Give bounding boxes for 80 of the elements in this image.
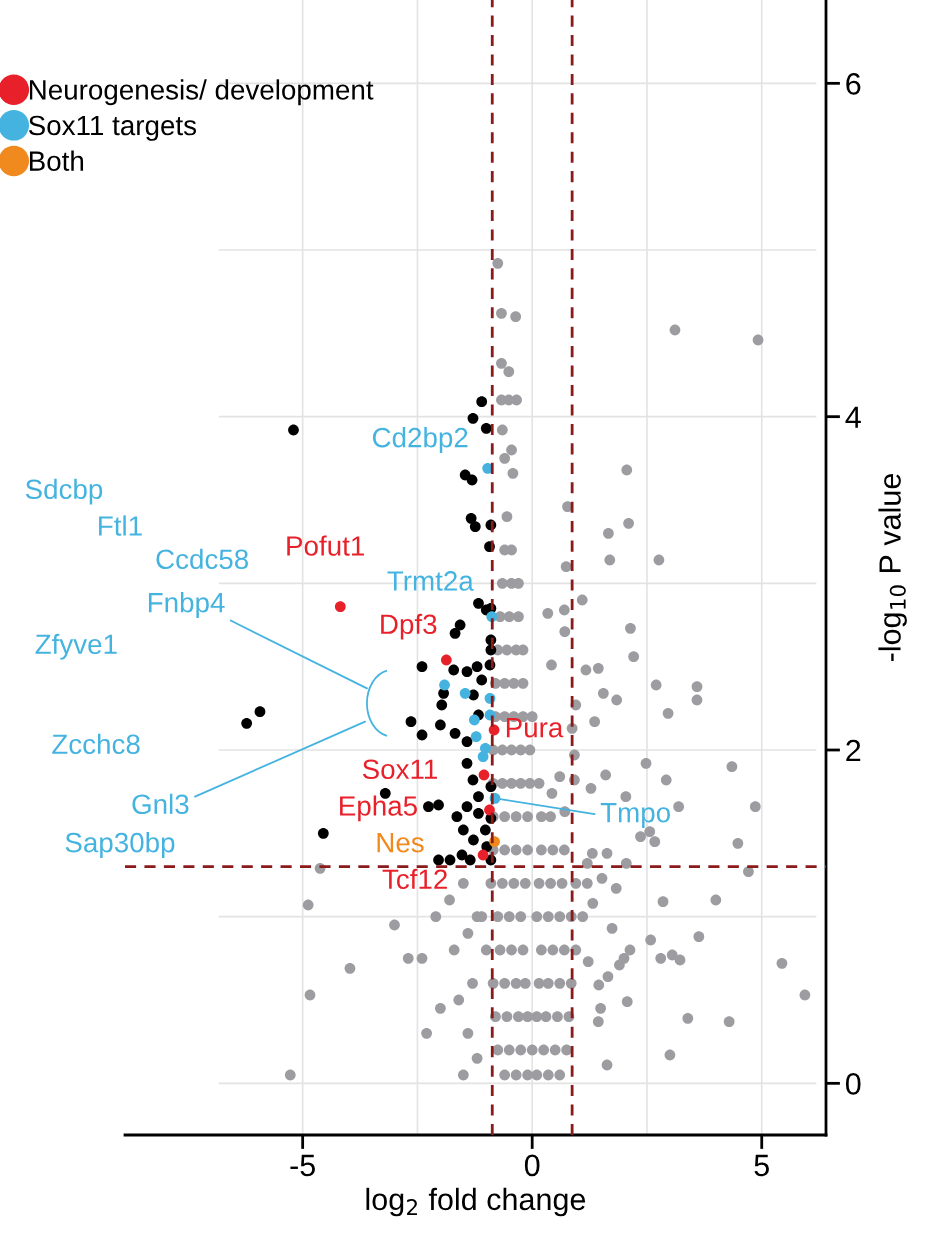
legend-label: Neurogenesis/ development [29, 79, 374, 106]
annotation: Ftl1 [99, 515, 142, 536]
point [405, 716, 417, 728]
annotation: Epha5 [340, 795, 417, 822]
point [436, 699, 448, 711]
annotation: Pofut1 [287, 535, 364, 556]
x-tick-label: 0 [524, 1154, 540, 1177]
point [435, 719, 446, 731]
y-tick-label: 4 [845, 406, 861, 428]
point [471, 661, 483, 673]
y-tick-label: 2 [846, 739, 861, 762]
y-tick-label: 0 [845, 1073, 861, 1095]
point [440, 654, 452, 666]
point [479, 824, 491, 836]
point [416, 661, 428, 673]
point [470, 731, 482, 743]
point [469, 521, 481, 533]
annotation: Trmt2a [387, 571, 474, 591]
point [454, 619, 466, 631]
annotation: Tmpo [600, 803, 670, 828]
text: Zfyve1 [35, 633, 117, 660]
point [448, 664, 460, 676]
point [456, 849, 468, 861]
point [444, 854, 456, 866]
point [449, 627, 461, 639]
annotation: Fnbp4 [148, 592, 225, 618]
point [254, 706, 266, 718]
annotation: Pura [506, 718, 564, 738]
point [288, 424, 299, 436]
point [423, 801, 434, 813]
point [468, 714, 480, 726]
point [464, 854, 476, 866]
point [433, 799, 444, 811]
point [465, 512, 477, 524]
point [461, 801, 473, 813]
point [461, 736, 473, 748]
text: Sdcbp [25, 478, 103, 505]
annotation: Sap30bp [65, 832, 175, 858]
point [478, 769, 490, 781]
point [477, 751, 489, 763]
point [334, 601, 346, 613]
point [439, 679, 450, 691]
annotation: Gnl3 [132, 793, 189, 815]
annotation: Sox11 [362, 759, 437, 780]
point [488, 724, 500, 736]
point [473, 597, 484, 609]
legend-label: Sox11 targets [28, 115, 197, 141]
point [476, 396, 488, 408]
annotation: Zcchc8 [52, 733, 140, 755]
point [480, 422, 492, 434]
annotation: Tcf12 [382, 868, 447, 890]
x-axis-title: log$_{2}$ fold change [366, 1187, 586, 1217]
point [476, 674, 488, 686]
x-tick-label: 5 [754, 1154, 769, 1177]
x-tick-label: -5 [290, 1154, 315, 1177]
point [467, 412, 479, 424]
annotation: Dpf3 [381, 613, 437, 640]
annotation: Ccdc58 [156, 548, 249, 570]
point [461, 757, 473, 769]
point [461, 666, 473, 678]
point [449, 727, 461, 739]
legend-label: Both [29, 150, 84, 171]
point [468, 834, 479, 846]
point [466, 474, 478, 486]
point [477, 849, 489, 861]
point [451, 811, 463, 823]
point [484, 804, 495, 816]
annotation: Nes [377, 833, 424, 853]
point [457, 824, 469, 836]
point [473, 791, 484, 803]
point [241, 717, 253, 729]
point [459, 687, 471, 699]
point [433, 854, 444, 866]
point [317, 827, 329, 839]
point [473, 807, 484, 819]
annotation: Cd2bp2 [372, 427, 468, 453]
y-axis-title: -log$_{10}$ P value [878, 474, 907, 662]
y-tick-label: 6 [846, 73, 861, 95]
point [467, 774, 479, 786]
point [416, 729, 428, 741]
